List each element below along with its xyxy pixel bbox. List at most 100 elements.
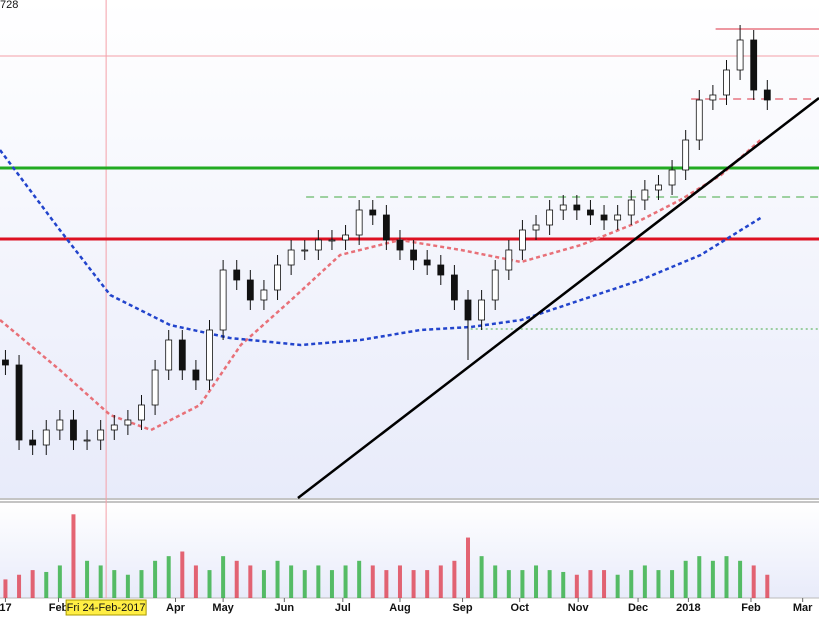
candle-body — [641, 189, 649, 201]
x-tick-label: 2018 — [676, 602, 700, 614]
volume-bar — [17, 574, 22, 598]
x-tick-label: Apr — [166, 602, 186, 614]
candle-body — [192, 369, 200, 381]
candle-body — [491, 269, 499, 301]
crosshair-label: Fri 24-Feb-2017 — [67, 602, 146, 614]
volume-bar — [234, 560, 239, 598]
volume-bar — [193, 565, 198, 598]
volume-bar — [180, 551, 185, 598]
candle-body — [682, 139, 690, 171]
candle-body — [56, 419, 64, 431]
candle-body — [2, 359, 9, 366]
candle-body — [736, 39, 744, 71]
candle-body — [437, 264, 445, 276]
candle-body — [478, 299, 486, 321]
volume-bar — [221, 556, 226, 598]
candle-body — [723, 69, 730, 96]
volume-bar — [275, 560, 280, 598]
moving-average — [0, 149, 762, 347]
x-tick-label: Aug — [389, 602, 410, 614]
volume-bar — [615, 574, 620, 598]
candle-body — [573, 204, 581, 211]
volume-bar — [357, 560, 362, 598]
volume-bar — [166, 556, 171, 598]
volume-bar — [112, 570, 117, 598]
candle-body — [396, 239, 404, 251]
volume-bar — [629, 570, 634, 598]
candle-body — [246, 279, 254, 301]
volume-bar — [724, 556, 729, 598]
candle-body — [519, 229, 526, 251]
candle-body — [314, 239, 322, 251]
candle-body — [97, 429, 105, 441]
volume-bar — [588, 570, 593, 598]
candle-body — [369, 209, 377, 216]
candle-body — [614, 214, 622, 221]
volume-bar — [384, 570, 389, 598]
volume-bar — [316, 565, 321, 598]
x-tick-label: Feb — [741, 602, 761, 614]
candle-body — [301, 249, 309, 252]
candle-body — [559, 204, 567, 211]
volume-bar — [153, 560, 158, 598]
volume-bar — [697, 556, 702, 598]
volume-bar — [751, 565, 756, 598]
volume-bar — [534, 565, 539, 598]
volume-bar — [438, 565, 443, 598]
candle-body — [355, 209, 363, 236]
volume-bar — [683, 560, 688, 598]
candle-body — [42, 429, 50, 446]
candle-body — [763, 89, 771, 101]
volume-bar — [765, 574, 770, 598]
volume-bar — [425, 570, 430, 598]
candle-body — [695, 99, 703, 141]
volume-bar — [602, 570, 607, 598]
x-tick-label: Sep — [452, 602, 472, 614]
price-label: 728 — [0, 0, 18, 11]
volume-bar — [710, 560, 715, 598]
candle-body — [342, 234, 349, 241]
candle-body — [287, 249, 295, 266]
candle-body — [15, 364, 23, 441]
volume-bar — [3, 579, 8, 598]
x-tick-label: Oct — [511, 602, 530, 614]
x-tick-label: 17 — [0, 602, 12, 614]
volume-bar — [506, 570, 511, 598]
candle-body — [83, 439, 91, 442]
volume-bar — [520, 570, 525, 598]
candle-body — [668, 169, 676, 186]
volume-bar — [44, 571, 49, 598]
candle-body — [178, 339, 186, 371]
x-tick-label: Nov — [568, 602, 590, 614]
volume-bar — [207, 570, 212, 598]
candle-body — [151, 369, 159, 406]
volume-bar — [139, 570, 144, 598]
price-panel — [0, 0, 819, 498]
volume-bar — [370, 565, 375, 598]
volume-bar — [479, 556, 484, 598]
candle-body — [505, 249, 513, 271]
volume-bar — [656, 570, 661, 598]
candle-body — [165, 339, 173, 371]
volume-bar — [397, 565, 402, 598]
candle-body — [464, 299, 472, 321]
candle-body — [750, 39, 758, 91]
candle-body — [627, 199, 635, 216]
candle-body — [29, 439, 37, 446]
candle-body — [260, 289, 268, 301]
volume-bar — [642, 565, 647, 598]
candle-body — [138, 404, 145, 421]
volume-bar — [343, 565, 348, 598]
volume-bar — [411, 570, 416, 598]
candle-body — [124, 419, 132, 426]
volume-bar — [466, 537, 470, 598]
volume-bar — [57, 565, 62, 598]
crosshair-label-box — [65, 599, 147, 616]
candle-body — [709, 94, 717, 101]
volume-bar — [561, 571, 566, 598]
x-tick-label: Dec — [628, 602, 648, 614]
candle-body — [423, 259, 431, 266]
trendline — [297, 97, 819, 499]
volume-bar — [248, 565, 253, 598]
